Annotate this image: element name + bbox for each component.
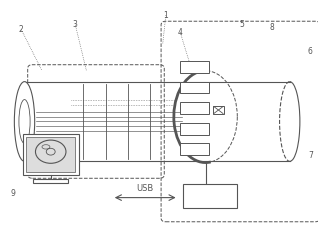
Bar [183, 184, 237, 208]
Text: ti: ti [207, 191, 214, 201]
Bar [26, 137, 75, 172]
Bar [213, 106, 224, 114]
Text: 3: 3 [73, 20, 78, 29]
Bar [180, 82, 209, 94]
Bar [23, 134, 78, 175]
Bar [180, 123, 209, 135]
Bar [180, 102, 209, 114]
Text: 5: 5 [240, 20, 245, 29]
Bar [180, 61, 209, 73]
Text: 8: 8 [270, 23, 275, 32]
Text: 9: 9 [11, 190, 16, 199]
Text: 4: 4 [178, 28, 182, 37]
Bar [180, 143, 209, 155]
Text: 1: 1 [163, 11, 168, 20]
Text: 7: 7 [308, 151, 313, 160]
Text: USB: USB [137, 184, 154, 193]
Bar [33, 179, 68, 183]
Text: 2: 2 [19, 25, 24, 34]
Ellipse shape [14, 82, 35, 161]
Text: 6: 6 [308, 47, 313, 56]
